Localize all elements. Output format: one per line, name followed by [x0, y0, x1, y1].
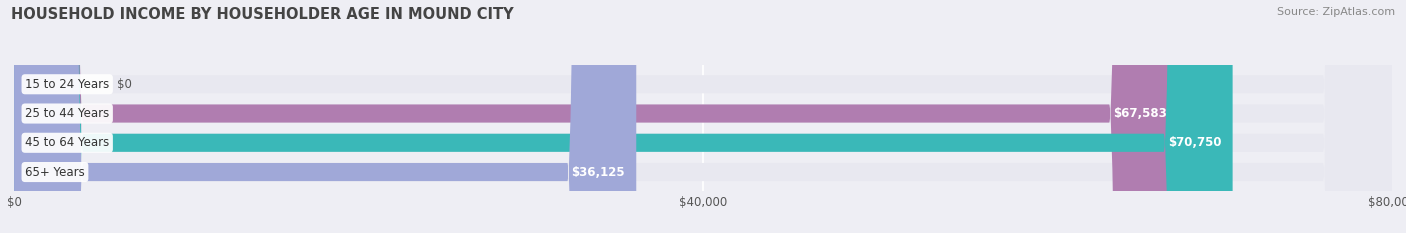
Text: $36,125: $36,125	[572, 165, 626, 178]
FancyBboxPatch shape	[14, 0, 1233, 233]
Text: $0: $0	[118, 78, 132, 91]
Text: $67,583: $67,583	[1114, 107, 1167, 120]
Text: Source: ZipAtlas.com: Source: ZipAtlas.com	[1277, 7, 1395, 17]
FancyBboxPatch shape	[14, 0, 637, 233]
Text: 15 to 24 Years: 15 to 24 Years	[25, 78, 110, 91]
Text: 45 to 64 Years: 45 to 64 Years	[25, 136, 110, 149]
Text: 25 to 44 Years: 25 to 44 Years	[25, 107, 110, 120]
Text: 65+ Years: 65+ Years	[25, 165, 84, 178]
FancyBboxPatch shape	[14, 0, 1392, 233]
Text: HOUSEHOLD INCOME BY HOUSEHOLDER AGE IN MOUND CITY: HOUSEHOLD INCOME BY HOUSEHOLDER AGE IN M…	[11, 7, 513, 22]
FancyBboxPatch shape	[14, 0, 1392, 233]
FancyBboxPatch shape	[14, 0, 1178, 233]
Text: $70,750: $70,750	[1168, 136, 1222, 149]
FancyBboxPatch shape	[14, 0, 1392, 233]
FancyBboxPatch shape	[14, 0, 1392, 233]
